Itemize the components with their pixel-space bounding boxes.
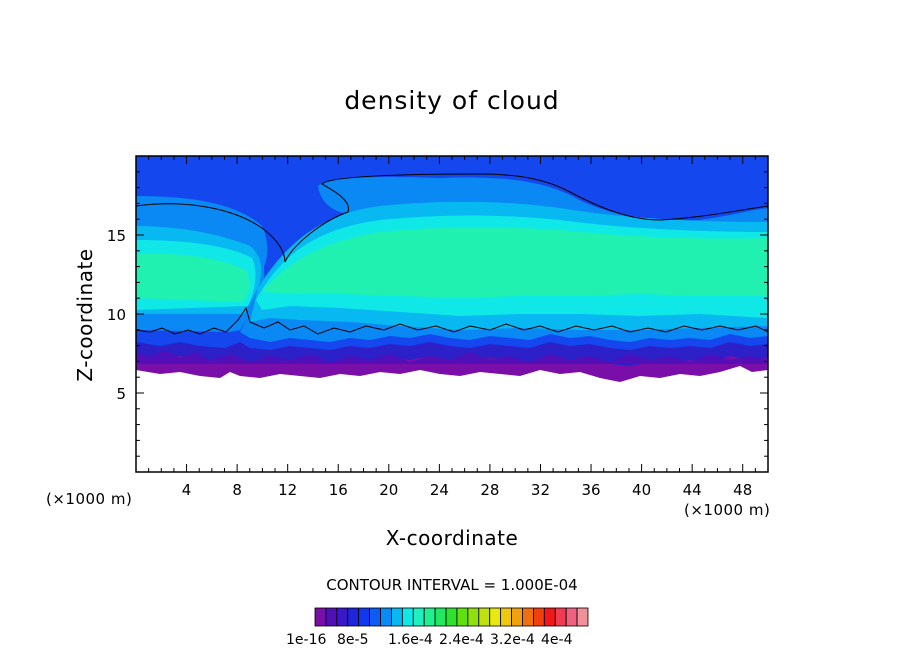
colorbar-swatch [347, 607, 360, 627]
colorbar-swatch [314, 607, 327, 627]
colorbar-swatch [522, 607, 534, 627]
colorbar-label: 4e-4 [541, 632, 573, 648]
y-tick-label: 10 [107, 306, 126, 324]
colorbar-swatch [467, 607, 480, 627]
colorbar-label: 8e-5 [337, 632, 369, 648]
colorbar-swatch [478, 607, 491, 627]
x-tick-label: 48 [733, 481, 752, 499]
x-tick-label: 16 [329, 481, 348, 499]
x-tick-label: 40 [632, 481, 651, 499]
colorbar-swatch [511, 607, 523, 627]
density-band-fringe [136, 350, 768, 364]
colorbar-label: 3.2e-4 [490, 632, 535, 648]
x-tick-label: 36 [581, 481, 600, 499]
contour-interval-label: CONTOUR INTERVAL = 1.000E-04 [326, 576, 578, 594]
colorbar-swatch [533, 607, 545, 627]
x-tick-label: 44 [683, 481, 702, 499]
y-tick-label: 5 [116, 385, 126, 403]
colorbar-swatch [434, 607, 447, 627]
colorbar-swatch [500, 607, 512, 627]
colorbar-swatch [423, 607, 436, 627]
x-tick-label: 32 [531, 481, 550, 499]
colorbar-label: 1.6e-4 [388, 632, 433, 648]
cloud-density-field [136, 156, 768, 382]
density-band-7 [136, 227, 768, 302]
colorbar-label: 1e-16 [286, 632, 327, 648]
x-tick-label: 28 [480, 481, 499, 499]
x-tick-label: 4 [182, 481, 192, 499]
colorbar-swatch [325, 607, 338, 627]
colorbar-swatch [565, 607, 578, 627]
colorbar-swatch [336, 607, 349, 627]
x-axis-label: X-coordinate [385, 526, 519, 550]
colorbar-swatch [554, 607, 567, 627]
x-tick-label: 24 [430, 481, 449, 499]
z-unit-label: (×1000 m) [46, 490, 133, 508]
colorbar-swatch [576, 607, 589, 627]
contour-line-base [136, 306, 768, 335]
x-unit-label: (×1000 m) [684, 501, 771, 519]
colorbar-swatch [456, 607, 469, 627]
colorbar-swatch [543, 607, 556, 627]
colorbar-swatch [369, 607, 381, 627]
chart-title: density of cloud [344, 86, 560, 115]
colorbar-swatch [401, 607, 414, 627]
colorbar-swatch [380, 607, 392, 627]
tick-marks [136, 156, 768, 472]
colorbar-swatch [358, 607, 370, 627]
x-tick-label: 8 [232, 481, 242, 499]
colorbar-swatch [489, 607, 502, 627]
colorbar-swatch [391, 607, 403, 627]
colorbar-label: 2.4e-4 [439, 632, 484, 648]
colorbar-swatch [445, 607, 458, 627]
contour-line-upper [136, 173, 768, 263]
x-tick-label: 20 [379, 481, 398, 499]
y-axis-label: Z-coordinate [73, 248, 97, 382]
y-tick-label: 15 [107, 227, 126, 245]
colorbar-swatch [412, 607, 425, 627]
colorbar [314, 607, 589, 627]
x-tick-label: 12 [278, 481, 297, 499]
